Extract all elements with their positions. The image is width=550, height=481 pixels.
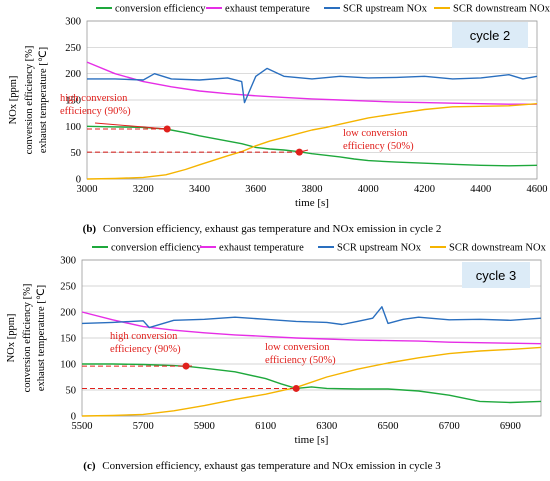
x-tick-labels: 3000 3200 3400 3600 3800 4000 4200 4400 4600: [77, 184, 548, 195]
annotation-marker: [182, 362, 190, 370]
annotation-text: efficiency (90%): [110, 344, 181, 355]
x-tick-label: 3000: [77, 184, 98, 195]
y-tick-label: 100: [65, 122, 81, 133]
annotation-marker: [295, 148, 303, 156]
cycle-label-background: [452, 22, 528, 48]
y-tick-label: 100: [60, 360, 76, 371]
annotation-marker: [163, 125, 171, 133]
x-tick-label: 3200: [133, 184, 154, 195]
y-tick-label: 200: [65, 69, 81, 80]
x-tick-label: 3400: [189, 184, 210, 195]
series-line-scr-upstream-nox: [87, 67, 538, 104]
x-tick-label: 6500: [378, 421, 399, 432]
annotation-text: efficiency (50%): [265, 355, 336, 366]
annotation-text: efficiency (90%): [60, 106, 131, 117]
y-tick-label: 150: [65, 96, 81, 107]
x-tick-label: 6300: [316, 421, 337, 432]
caption-text: Conversion efficiency, exhaust gas tempe…: [103, 223, 441, 235]
y-axis-label-line: exhaust temperature [℃]: [36, 285, 47, 391]
legend-entry: exhaust temperature: [219, 243, 304, 254]
annotation-text: low conversion: [265, 342, 330, 353]
caption-prefix: (c): [83, 460, 96, 472]
legend-entry: SCR upstream NOx: [343, 4, 428, 15]
y-axis-label: NOx [ppm] conversion efficiency [%] exhaus…: [8, 46, 49, 155]
y-axis-label-line: NOx [ppm]: [8, 76, 19, 125]
x-tick-labels: 5500 5700 5900 6100 6300 6500 6700 6900: [72, 421, 521, 432]
y-axis-label-line: exhaust temperature [℃]: [38, 47, 49, 153]
x-tick-label: 4200: [414, 184, 435, 195]
caption-text: Conversion efficiency, exhaust gas tempe…: [102, 460, 441, 472]
x-tick-label: 4400: [470, 184, 491, 195]
cycle-label-box: cycle 2: [452, 22, 528, 48]
cycle-label: cycle 3: [476, 268, 516, 283]
chart-cycle-3: conversion efficiency exhaust temperature…: [6, 243, 547, 473]
series-line-conversion-efficiency: [82, 363, 542, 404]
x-tick-label: 6100: [255, 421, 276, 432]
chart-cycle-2: conversion efficiency exhaust temperature…: [8, 4, 550, 236]
legend-entry: SCR downstream NOx: [453, 4, 550, 15]
legend-entry: exhaust temperature: [225, 4, 310, 15]
legend: conversion efficiency exhaust temperature…: [96, 4, 550, 15]
y-axis-label-line: conversion efficiency [%]: [24, 46, 35, 155]
y-tick-label: 150: [60, 334, 76, 345]
x-tick-label: 4600: [527, 184, 548, 195]
plot-frame: [81, 259, 542, 417]
y-tick-labels: 0 50 100 150 200 250 300: [60, 256, 76, 423]
y-tick-label: 250: [65, 43, 81, 54]
x-tick-label: 3600: [245, 184, 266, 195]
y-tick-label: 300: [60, 256, 76, 267]
y-tick-label: 300: [65, 17, 81, 28]
annotations: high conversion efficiency (90%) low conve…: [60, 93, 414, 156]
x-tick-label: 6700: [439, 421, 460, 432]
legend-entry: SCR upstream NOx: [337, 243, 422, 254]
series-line-scr-downstream-nox: [81, 346, 542, 417]
legend-entry: SCR downstream NOx: [449, 243, 547, 254]
x-tick-label: 4000: [358, 184, 379, 195]
series-line-scr-downstream-nox: [86, 103, 538, 180]
annotations: high conversion efficiency (90%) low conve…: [82, 331, 336, 392]
legend: conversion efficiency exhaust temperature…: [92, 243, 547, 254]
caption: (b) Conversion efficiency, exhaust gas t…: [83, 223, 442, 235]
annotation-text: high conversion: [60, 93, 128, 104]
series-line-conversion-efficiency: [86, 125, 538, 167]
annotation-text: low conversion: [343, 128, 408, 139]
x-axis-label: time [s]: [295, 434, 329, 446]
y-tick-label: 200: [60, 308, 76, 319]
annotation-arrow: [94, 122, 168, 130]
y-axis-label: NOx [ppm] conversion efficiency [%] exhaus…: [6, 284, 47, 393]
y-tick-labels: 0 50 100 150 200 250 300: [65, 17, 81, 186]
y-tick-label: 50: [71, 148, 82, 159]
y-tick-label: 250: [60, 282, 76, 293]
y-tick-label: 0: [76, 175, 81, 186]
x-tick-label: 5700: [133, 421, 154, 432]
x-tick-label: 6900: [500, 421, 521, 432]
series-lines: [86, 61, 538, 180]
x-tick-label: 3800: [302, 184, 323, 195]
caption-prefix: (b): [83, 223, 97, 235]
series-line-exhaust-temperature: [86, 61, 537, 105]
caption: (c) Conversion efficiency, exhaust gas t…: [83, 460, 441, 472]
annotation-text: high conversion: [110, 331, 178, 342]
series-line-scr-upstream-nox: [81, 306, 542, 329]
legend-entry: conversion efficiency: [115, 4, 206, 15]
y-axis-label-line: NOx [ppm]: [6, 314, 17, 363]
x-tick-label: 5500: [72, 421, 93, 432]
annotation-text: efficiency (50%): [343, 141, 414, 152]
series-line-exhaust-temperature: [81, 311, 542, 345]
y-axis-label-line: conversion efficiency [%]: [22, 284, 33, 393]
annotation-marker: [292, 384, 300, 392]
legend-entry: conversion efficiency: [111, 243, 202, 254]
cycle-label: cycle 2: [470, 28, 510, 43]
plot-frame: [86, 20, 538, 180]
x-tick-label: 5900: [194, 421, 215, 432]
y-tick-label: 0: [71, 412, 76, 423]
cycle-label-background: [462, 262, 530, 288]
x-axis-label: time [s]: [295, 197, 329, 209]
y-tick-label: 50: [66, 386, 77, 397]
cycle-label-box: cycle 3: [462, 262, 530, 288]
